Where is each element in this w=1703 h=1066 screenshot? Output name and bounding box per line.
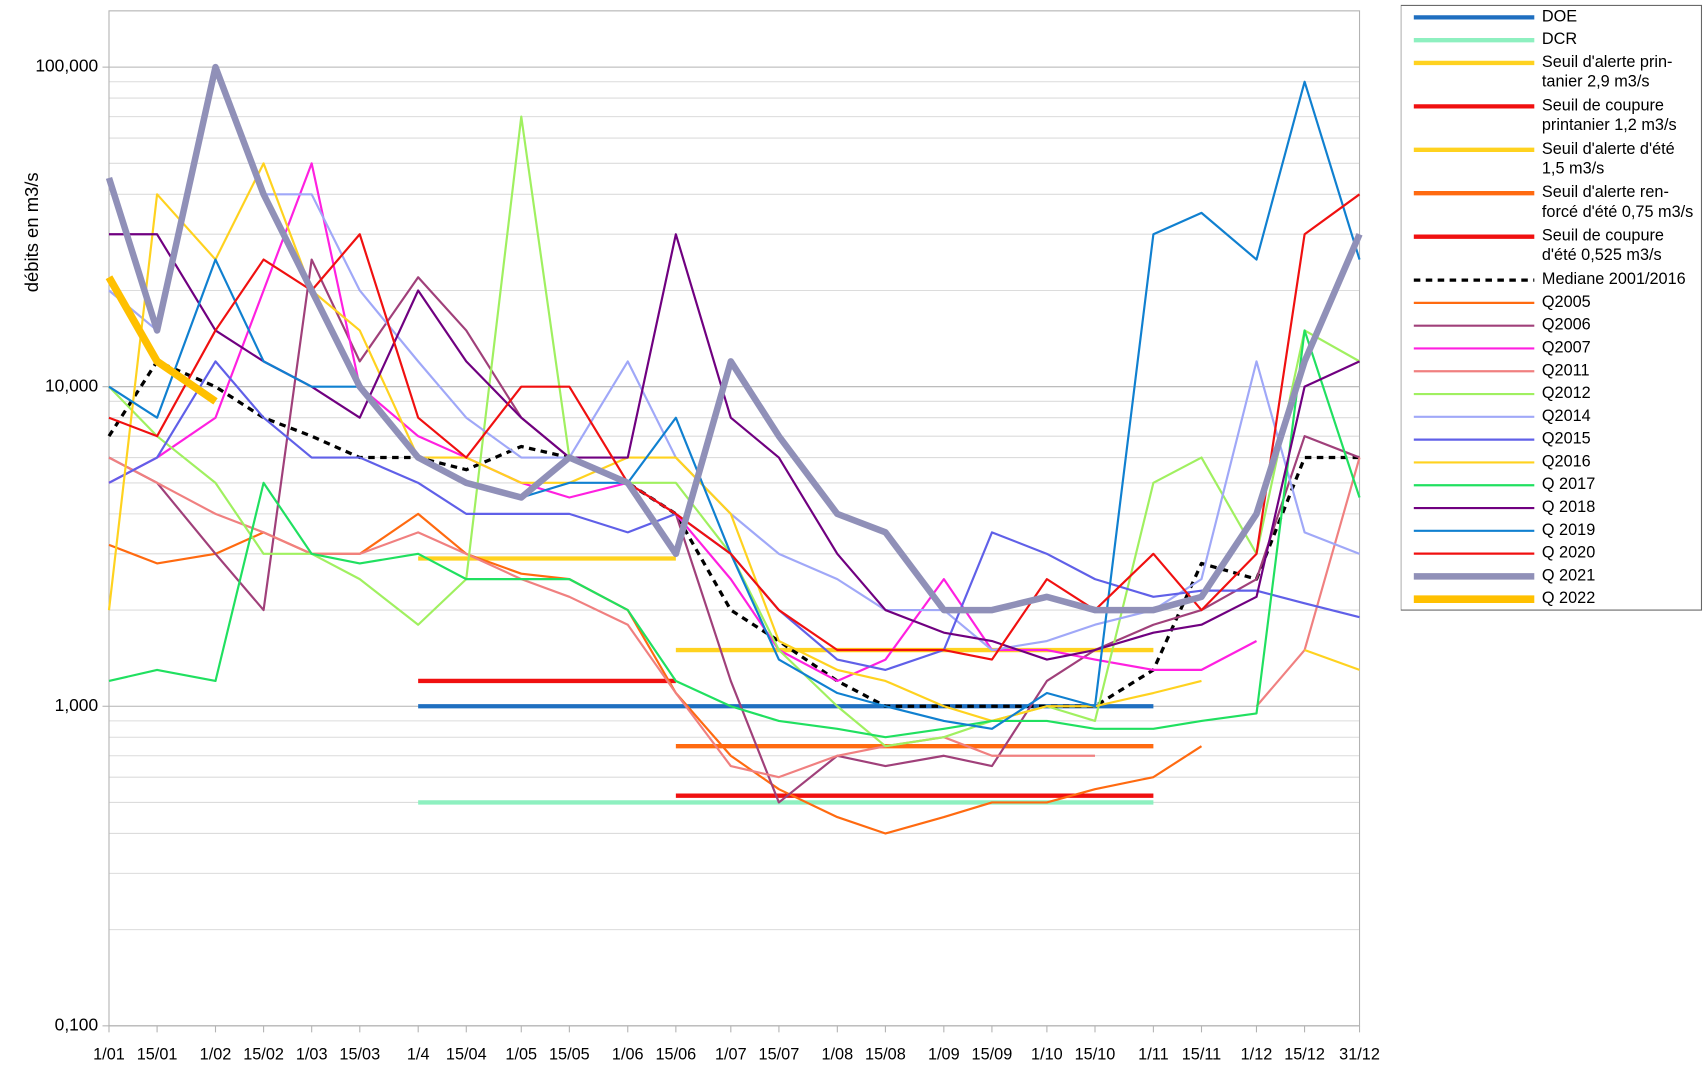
x-tick-label: 1/05 xyxy=(505,1045,537,1063)
legend-label: Q 2018 xyxy=(1542,498,1595,516)
legend: DOE DCR Seuil d'alerte prin-tanier 2,9 m3/… xyxy=(1400,4,1703,611)
legend-label: Q 2019 xyxy=(1542,521,1595,539)
legend-label: Seuil de coupure d'été 0,525 m3/s xyxy=(1542,227,1664,265)
x-tick-label: 1/02 xyxy=(200,1045,232,1063)
legend-label: Seuil d'alerte prin-tanier 2,9 m3/s xyxy=(1542,53,1673,91)
legend-label: Q2011 xyxy=(1542,362,1590,380)
legend-label: Seuil de coupure printanier 1,2 m3/s xyxy=(1542,97,1677,135)
series-line xyxy=(108,80,1361,730)
legend-label: Q2016 xyxy=(1542,453,1591,471)
series-line xyxy=(108,233,1360,661)
x-tick-label: 1/4 xyxy=(407,1045,430,1063)
legend-label: Q 2020 xyxy=(1542,544,1595,562)
x-tick-label: 15/01 xyxy=(137,1045,178,1063)
x-tick-label: 15/07 xyxy=(759,1045,800,1063)
x-tick-label: 1/03 xyxy=(296,1045,328,1063)
legend-label: Q2014 xyxy=(1542,407,1591,425)
series-line xyxy=(108,258,1360,804)
series-line xyxy=(105,63,1363,614)
legend-label: Q2005 xyxy=(1542,293,1591,311)
x-tick-label: 15/02 xyxy=(243,1045,284,1063)
legend-label: Mediane 2001/2016 xyxy=(1542,270,1686,288)
x-tick-label: 1/10 xyxy=(1031,1045,1063,1063)
x-tick-label: 15/06 xyxy=(655,1045,696,1063)
legend-label: DOE xyxy=(1542,8,1577,26)
x-tick-label: 15/12 xyxy=(1284,1045,1325,1063)
y-tick-label: 0,100 xyxy=(55,1014,98,1034)
x-tick-label: 1/11 xyxy=(1138,1045,1168,1063)
legend-label: Q2012 xyxy=(1542,384,1591,402)
series-line xyxy=(108,329,1361,739)
y-tick-label: 10,000 xyxy=(45,375,98,395)
x-tick-label: 15/05 xyxy=(549,1045,590,1063)
series-line xyxy=(105,275,218,405)
legend-label: Seuil d'alerte d'été 1,5 m3/s xyxy=(1542,140,1675,178)
legend-label: Q 2022 xyxy=(1542,590,1595,608)
x-tick-label: 15/08 xyxy=(865,1045,906,1063)
legend-label: Q2006 xyxy=(1542,316,1591,334)
x-tick-label: 15/11 xyxy=(1182,1045,1222,1063)
legend-label: Q 2021 xyxy=(1542,567,1595,585)
y-tick-label: 1,000 xyxy=(55,695,98,715)
plot-frame xyxy=(108,10,1361,1027)
x-tick-label: 15/10 xyxy=(1075,1045,1116,1063)
x-tick-label: 15/09 xyxy=(972,1045,1013,1063)
x-tick-label: 1/07 xyxy=(715,1045,747,1063)
y-axis-title: débits en m3/s xyxy=(21,172,42,292)
series-line xyxy=(107,162,1360,722)
x-tick-label: 15/03 xyxy=(339,1045,380,1063)
x-tick-label: 1/12 xyxy=(1241,1045,1273,1063)
legend-label: Q2007 xyxy=(1542,339,1591,357)
y-tick-label: 100,000 xyxy=(35,56,98,76)
legend-label: Q 2017 xyxy=(1542,476,1595,494)
x-tick-label: 1/08 xyxy=(821,1045,853,1063)
series-line xyxy=(108,512,1203,835)
series-line xyxy=(107,359,1360,708)
series-line xyxy=(108,456,1361,779)
x-tick-label: 1/09 xyxy=(928,1045,960,1063)
x-tick-label: 1/06 xyxy=(612,1045,644,1063)
x-tick-label: 1/01 xyxy=(93,1045,125,1063)
legend-label: Seuil d'alerte ren-forcé d'été 0,75 m3/s xyxy=(1542,184,1693,222)
x-tick-label: 15/04 xyxy=(446,1045,487,1063)
legend-label: DCR xyxy=(1542,30,1577,48)
legend-label: Q2015 xyxy=(1542,430,1591,448)
x-tick-label: 31/12 xyxy=(1339,1045,1380,1063)
